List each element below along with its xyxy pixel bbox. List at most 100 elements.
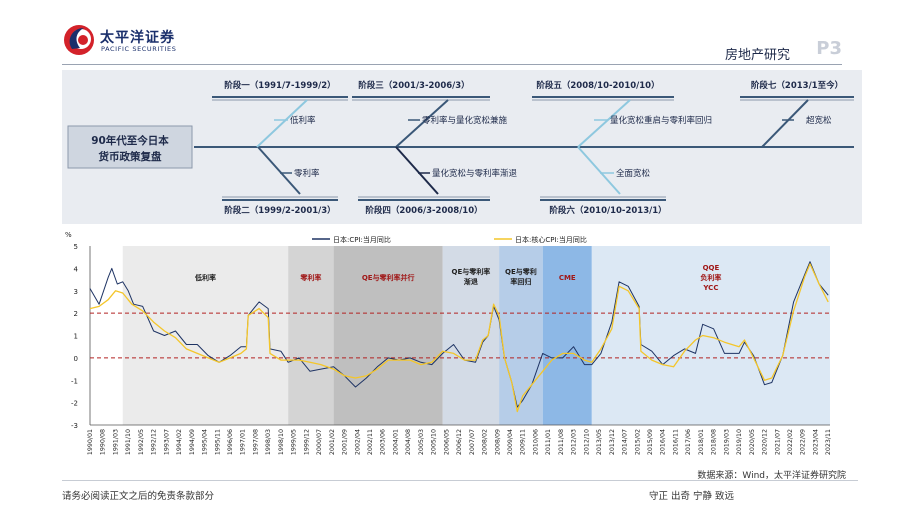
band-label-2-1: 零利率: [299, 273, 321, 282]
stage-7-label: 阶段七（2013/1至今）: [751, 80, 843, 91]
stage-3-branch: 阶段三（2001/3-2006/3） 零利率与量化宽松兼施: [352, 80, 508, 148]
x-tick-label: 1996/06: [227, 429, 234, 455]
section-title: 房地产研究: [724, 48, 790, 63]
x-tick-label: 2001/09: [342, 429, 349, 455]
x-tick-label: 1993/07: [163, 429, 170, 455]
y-tick-label: 3: [74, 288, 78, 296]
x-tick-label: 2015/02: [634, 429, 641, 455]
x-tick-label: 2012/10: [583, 429, 590, 455]
stage-5-bone: [577, 99, 631, 148]
disclaimer: 请务必阅读正文之后的免责条款部分: [62, 491, 215, 502]
y-tick-label: 4: [74, 265, 79, 273]
x-tick-label: 2015/09: [647, 429, 654, 455]
x-tick-label: 2016/04: [660, 429, 667, 455]
chart-series: [89, 261, 829, 413]
x-tick-label: 2020/12: [762, 429, 769, 455]
x-tick-label: 2018/08: [711, 429, 718, 455]
x-tick-label: 2008/02: [482, 429, 489, 455]
logo-text: 太平洋证券: [100, 30, 175, 46]
stage-1-branch: 阶段一（1991/7-1999/2） 低利率: [212, 80, 348, 148]
x-tick-label: 2010/06: [533, 429, 540, 455]
x-tick-label: 2008/09: [494, 429, 501, 455]
x-tick-label: 2012/03: [571, 429, 578, 455]
policy-band-3: [333, 246, 443, 425]
stage-5-label: 阶段五（2008/10-2010/10）: [536, 80, 659, 91]
legend-label-1: 日本:CPI:当月同比: [333, 235, 391, 244]
stage-5-branch: 阶段五（2008/10-2010/10） 量化宽松重启与零利率回归: [532, 80, 712, 148]
stage-6-branch: 全面宽松 阶段六（2010/10-2013/1）: [540, 146, 667, 216]
x-tick-label: 2002/11: [367, 429, 374, 455]
x-tick-label: 2016/11: [673, 429, 680, 455]
stage-1-label: 阶段一（1991/7-1999/2）: [224, 80, 335, 91]
stage-4-bone: [395, 146, 439, 195]
stage-7-policy: 超宽松: [806, 115, 832, 126]
stage-2-branch: 零利率 阶段二（1999/2-2001/3）: [222, 146, 338, 216]
series-line-1: [89, 261, 829, 408]
x-tick-label: 2005/10: [431, 429, 438, 455]
legend-label-2: 日本:核心CPI:当月同比: [515, 235, 587, 244]
logo-subtitle: PACIFIC SECURITIES: [101, 45, 177, 53]
x-tick-label: 1998/10: [278, 429, 285, 455]
x-tick-label: 2013/05: [596, 429, 603, 455]
x-tick-label: 1999/05: [291, 429, 298, 455]
series-line-2: [89, 263, 829, 413]
policy-band-2: [288, 246, 334, 425]
y-tick-label: 1: [74, 333, 78, 341]
band-label-5-1: QE与零利: [505, 267, 537, 276]
policy-fishbone-diagram: 90年代至今日本 货币政策复盘 阶段一（1991/7-1999/2） 低利率 阶…: [62, 70, 862, 224]
stage-4-branch: 量化宽松与零利率渐退 阶段四（2006/3-2008/10）: [358, 146, 518, 216]
x-tick-label: 2019/03: [723, 429, 730, 455]
stage-7-bone: [761, 99, 809, 148]
x-tick-label: 2013/12: [609, 429, 616, 455]
x-tick-label: 2022/09: [800, 429, 807, 455]
policy-band-7: [591, 246, 830, 425]
stage-4-label: 阶段四（2006/3-2008/10）: [365, 205, 482, 216]
y-tick-label: -1: [71, 377, 78, 385]
y-tick-label: 5: [74, 243, 78, 251]
x-tick-label: 2002/04: [354, 429, 361, 455]
fishbone-head-box: [67, 125, 193, 169]
band-label-6-1: CME: [559, 274, 576, 282]
company-logo: [64, 25, 94, 55]
stage-6-policy: 全面宽松: [616, 168, 651, 179]
stage-7-branch: 阶段七（2013/1至今） 超宽松: [740, 80, 854, 148]
x-tick-label: 2011/08: [558, 429, 565, 455]
stage-6-label: 阶段六（2010/10-2013/1）: [549, 205, 666, 216]
policy-band-6: [542, 246, 592, 425]
stage-2-bone: [257, 146, 301, 195]
band-label-3-1: QE与零利率并行: [362, 273, 415, 282]
policy-band-4: [442, 246, 500, 425]
x-tick-label: 2014/07: [622, 429, 629, 455]
x-tick-label: 2019/10: [736, 429, 743, 455]
x-tick-label: 2011/01: [545, 429, 552, 455]
x-tick-label: 2017/06: [685, 429, 692, 455]
x-tick-label: 2007/07: [469, 429, 476, 455]
y-tick-label: 2: [74, 310, 78, 318]
x-tick-label: 1992/12: [151, 429, 158, 455]
policy-band-1: [122, 246, 289, 425]
x-tick-label: 1999/12: [303, 429, 310, 455]
stage-1-bone: [256, 99, 308, 148]
x-tick-label: 1990/08: [100, 429, 107, 455]
x-tick-label: 2004/01: [393, 429, 400, 455]
y-axis: -3 -2 -1 0 1 2 3 4 5%: [65, 231, 91, 430]
x-tick-label: 1995/11: [214, 429, 221, 455]
stage-2-policy: 零利率: [294, 168, 320, 179]
band-label-1-1: 低利率: [194, 273, 216, 282]
logo-emblem-icon: [64, 25, 94, 55]
policy-band-5: [499, 246, 543, 425]
x-tick-label: 1994/02: [176, 429, 183, 455]
stage-2-label: 阶段二（1999/2-2001/3）: [224, 205, 335, 216]
x-tick-label: 1991/03: [113, 429, 120, 455]
band-label-7-1: QQE: [703, 264, 720, 272]
stage-6-bone: [577, 146, 621, 195]
page-number: P3: [816, 38, 842, 59]
x-tick-label: 2000/07: [316, 429, 323, 455]
stage-3-policy: 零利率与量化宽松兼施: [422, 115, 508, 126]
x-axis: 1990/01 1990/08 1991/03 1991/10 1992/05 1992/…: [87, 424, 832, 455]
x-tick-label: 1997/08: [253, 429, 260, 455]
fishbone-head-line1: 90年代至今日本: [91, 134, 169, 147]
company-motto: 守正 出奇 宁静 致远: [648, 491, 734, 502]
